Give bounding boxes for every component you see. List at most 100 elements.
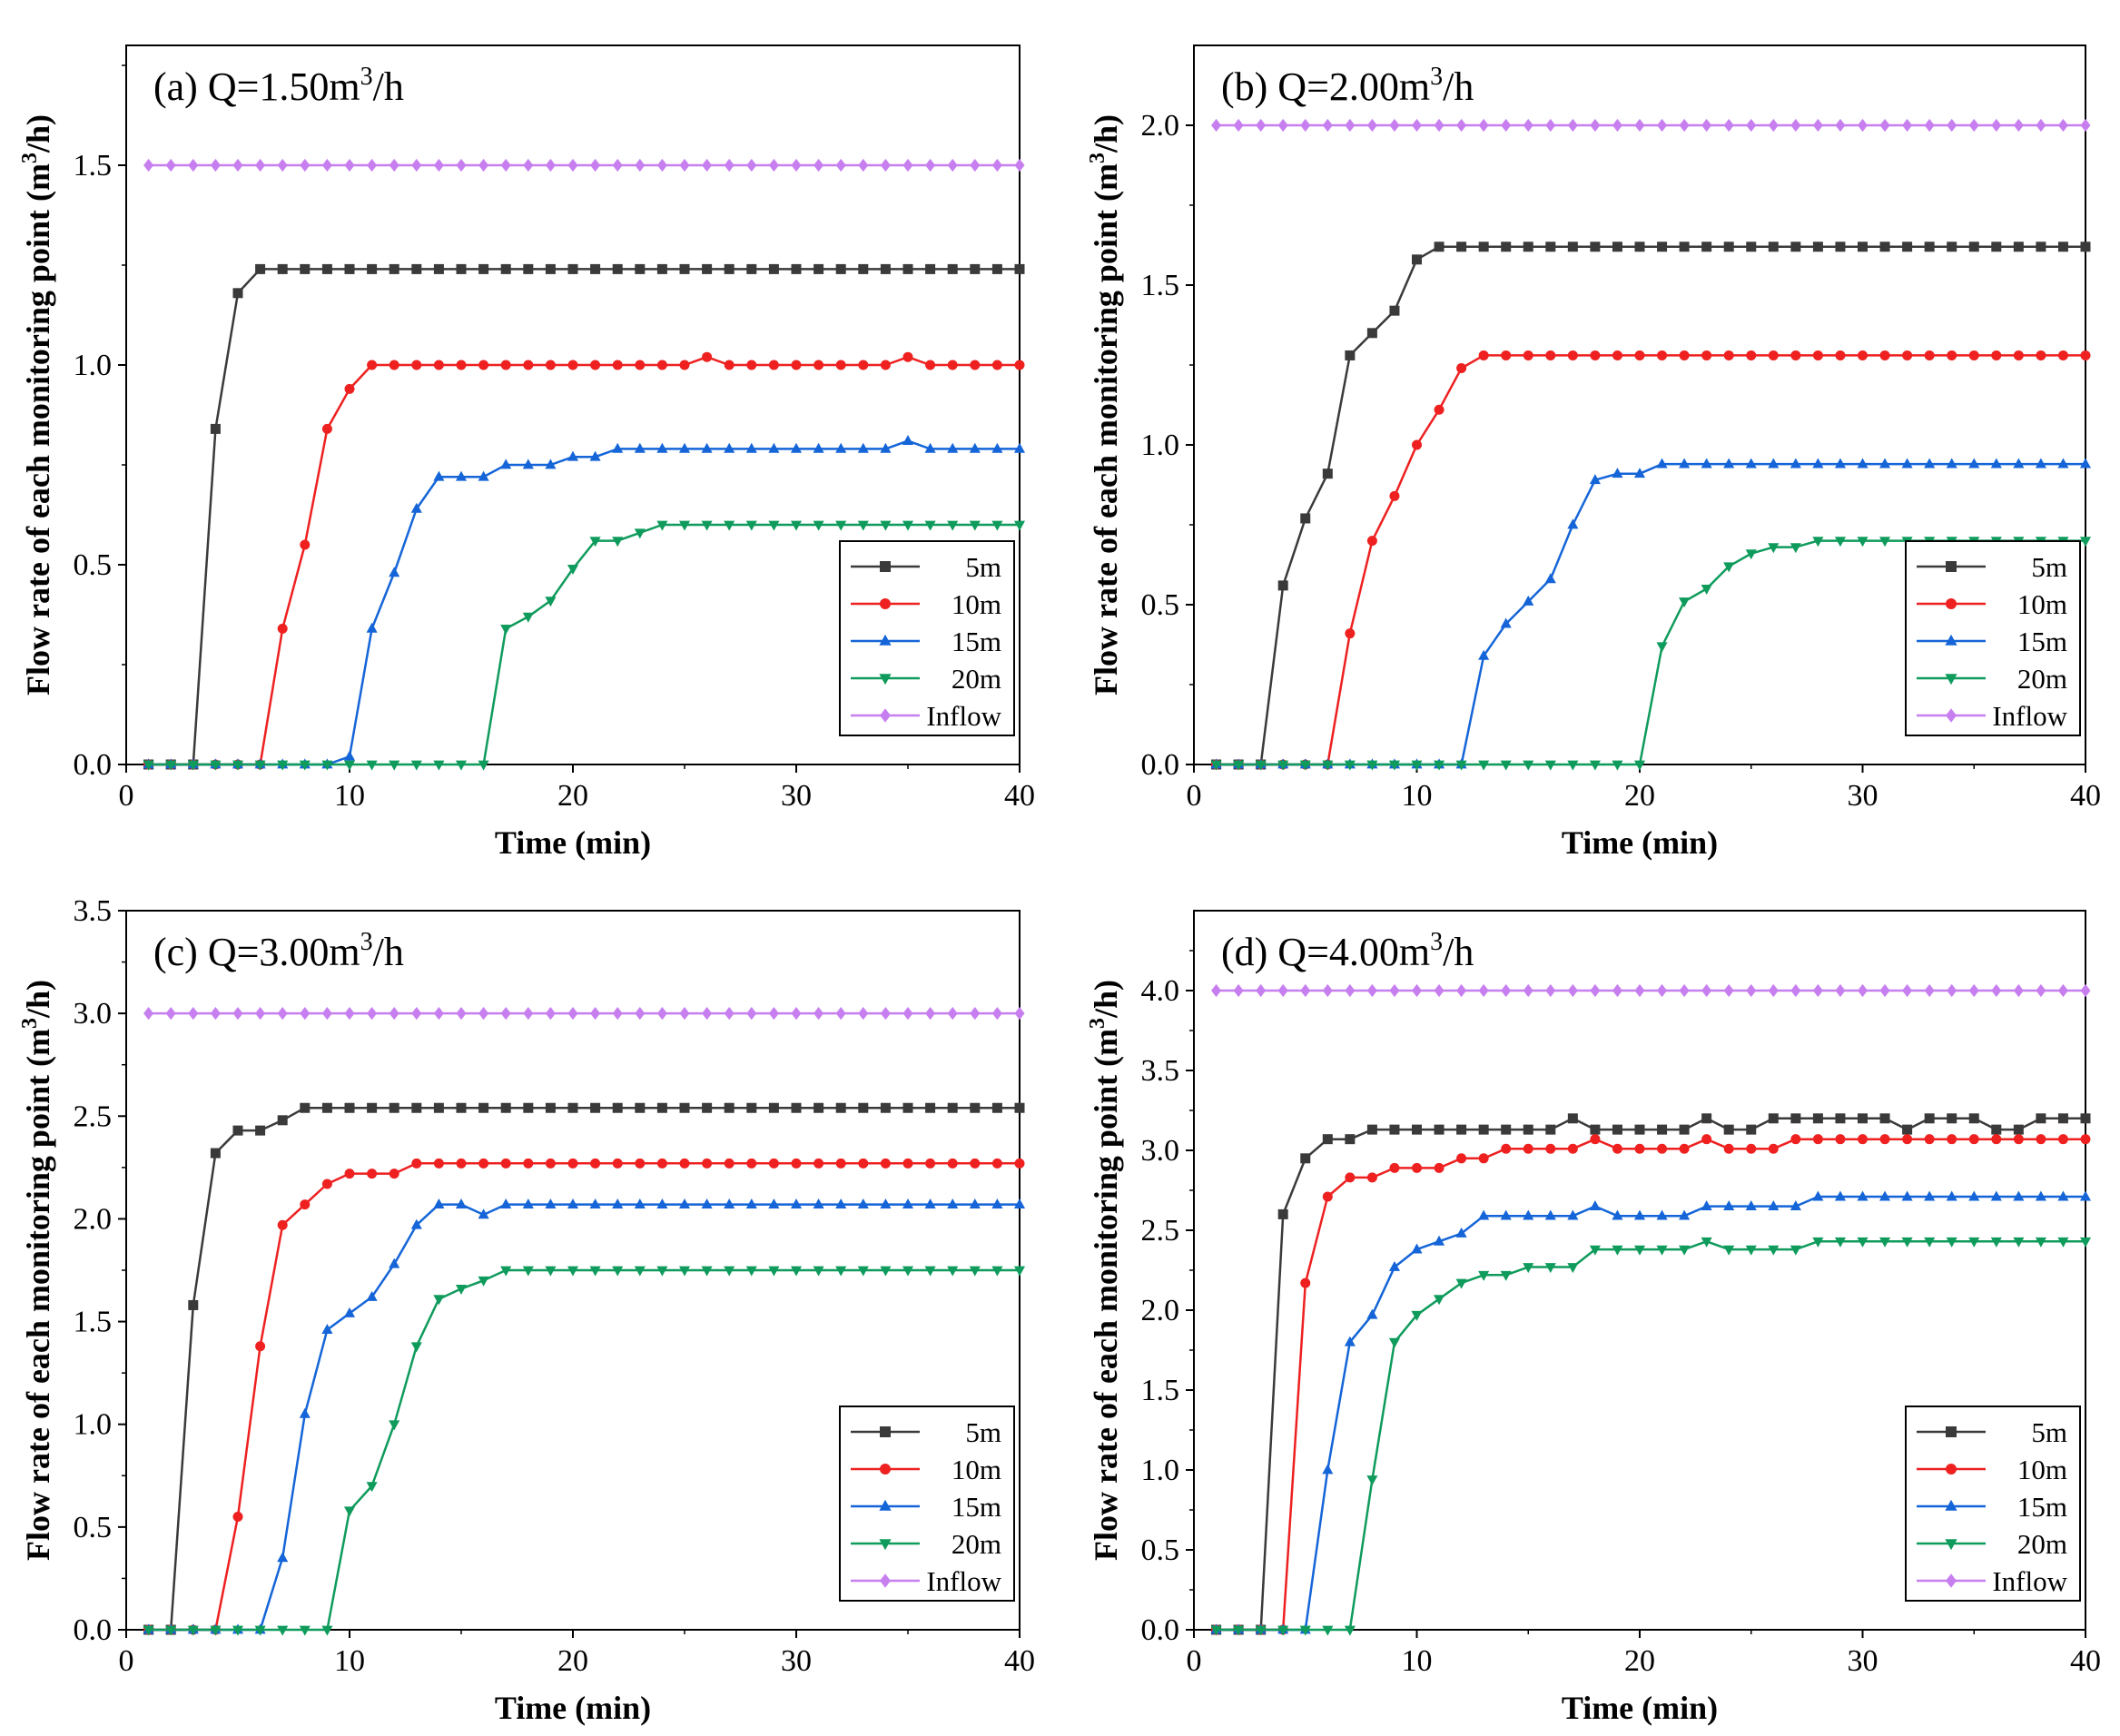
data-point <box>589 1266 601 1277</box>
data-point <box>1857 1190 1869 1201</box>
data-point <box>1857 458 1869 469</box>
x-tick-label: 40 <box>1004 779 1035 813</box>
data-point <box>433 1198 445 1208</box>
data-point <box>367 1102 378 1113</box>
x-tick-label: 0 <box>119 779 134 813</box>
data-point <box>1411 1243 1423 1254</box>
chart-panel-2: 0 10 20 30 40 0.0 0.5 1.0 1.5 2.0 Time (min) Flow r… <box>1086 44 2101 861</box>
data-point <box>724 158 735 173</box>
data-point <box>1790 350 1801 360</box>
data-point <box>344 263 355 274</box>
legend-label: 15m <box>952 626 1001 657</box>
data-point <box>991 520 1003 531</box>
data-point <box>300 158 311 173</box>
data-point <box>858 263 869 274</box>
data-point <box>210 1625 222 1636</box>
data-point <box>678 442 691 453</box>
data-point <box>1679 242 1690 252</box>
data-point <box>1233 983 1244 998</box>
data-point <box>1991 350 2002 360</box>
y-axis-title-main: Flow rate of each monitoring point (m <box>1088 1029 1124 1561</box>
data-point <box>1701 983 1712 998</box>
data-point <box>1745 1200 1757 1210</box>
data-point <box>880 1006 891 1021</box>
data-point <box>1657 1143 1668 1154</box>
data-point <box>947 1102 958 1113</box>
data-point <box>1478 649 1490 660</box>
data-point <box>2080 1134 2091 1145</box>
data-point <box>545 158 556 173</box>
data-point <box>455 760 468 771</box>
legend-label: 20m <box>952 1528 1001 1560</box>
data-point <box>1233 1625 1245 1636</box>
data-point <box>612 158 623 173</box>
data-point <box>2035 1190 2046 1201</box>
data-point <box>1366 760 1378 771</box>
data-point <box>656 158 667 173</box>
data-point <box>1412 1124 1422 1135</box>
data-point <box>1545 1124 1556 1135</box>
x-tick-label: 40 <box>1004 1644 1035 1678</box>
y-axis-title-sup: 3 <box>1086 1018 1109 1029</box>
data-point <box>1723 350 1734 360</box>
data-point <box>1768 118 1779 133</box>
data-point <box>389 360 399 370</box>
data-point <box>210 423 221 434</box>
data-point <box>2057 242 2068 252</box>
data-point <box>1544 573 1556 584</box>
data-point <box>1812 1237 1824 1248</box>
y-tick-label: 0.0 <box>74 1613 113 1647</box>
legend-label: 15m <box>952 1491 1001 1523</box>
data-point <box>991 1266 1003 1277</box>
data-point <box>1701 585 1712 595</box>
data-point <box>635 1158 646 1169</box>
data-point <box>745 442 757 453</box>
data-point <box>522 612 534 623</box>
data-point <box>745 1266 757 1277</box>
y-axis-title: Flow rate of each monitoring point (m3/h… <box>1086 980 1124 1561</box>
data-point <box>1277 1625 1289 1636</box>
data-point <box>612 263 623 274</box>
data-point <box>701 442 713 453</box>
data-point <box>1300 513 1311 524</box>
data-point <box>702 1006 713 1021</box>
panel-title-main: (a) Q=1.50m <box>153 64 360 109</box>
data-point <box>1478 1270 1490 1281</box>
data-point <box>1701 350 1712 360</box>
y-tick-label: 0.5 <box>74 1511 113 1544</box>
data-point <box>635 158 646 173</box>
data-point <box>612 360 623 370</box>
data-point <box>745 520 757 531</box>
legend-item-5m: 5m <box>851 551 1001 583</box>
data-point <box>1857 1237 1869 1248</box>
data-point <box>1947 118 1957 133</box>
data-point <box>210 760 222 771</box>
data-point <box>1210 760 1222 771</box>
series-line-15m <box>148 1203 1020 1632</box>
data-point <box>902 1266 914 1277</box>
data-point <box>1322 1464 1334 1475</box>
data-point <box>835 360 846 370</box>
data-point <box>277 263 288 274</box>
data-point <box>1991 1124 2002 1135</box>
data-point <box>1455 1278 1467 1289</box>
data-point <box>656 1158 667 1169</box>
data-point <box>1501 1124 1512 1135</box>
data-point <box>1768 1143 1779 1154</box>
data-point <box>1523 760 1534 771</box>
data-point <box>746 263 757 274</box>
y-tick-label: 3.0 <box>74 997 113 1031</box>
data-point <box>656 1198 668 1208</box>
data-point <box>1255 760 1267 771</box>
data-point <box>1812 458 1824 469</box>
y-tick-label: 2.5 <box>74 1100 113 1133</box>
x-tick-label: 30 <box>1848 1644 1878 1678</box>
data-point <box>947 1006 958 1021</box>
data-point <box>835 1158 846 1169</box>
data-point <box>590 158 601 173</box>
data-point <box>344 1006 355 1021</box>
data-point <box>1277 118 1288 133</box>
data-point <box>344 1102 355 1113</box>
data-point <box>1834 537 1846 547</box>
